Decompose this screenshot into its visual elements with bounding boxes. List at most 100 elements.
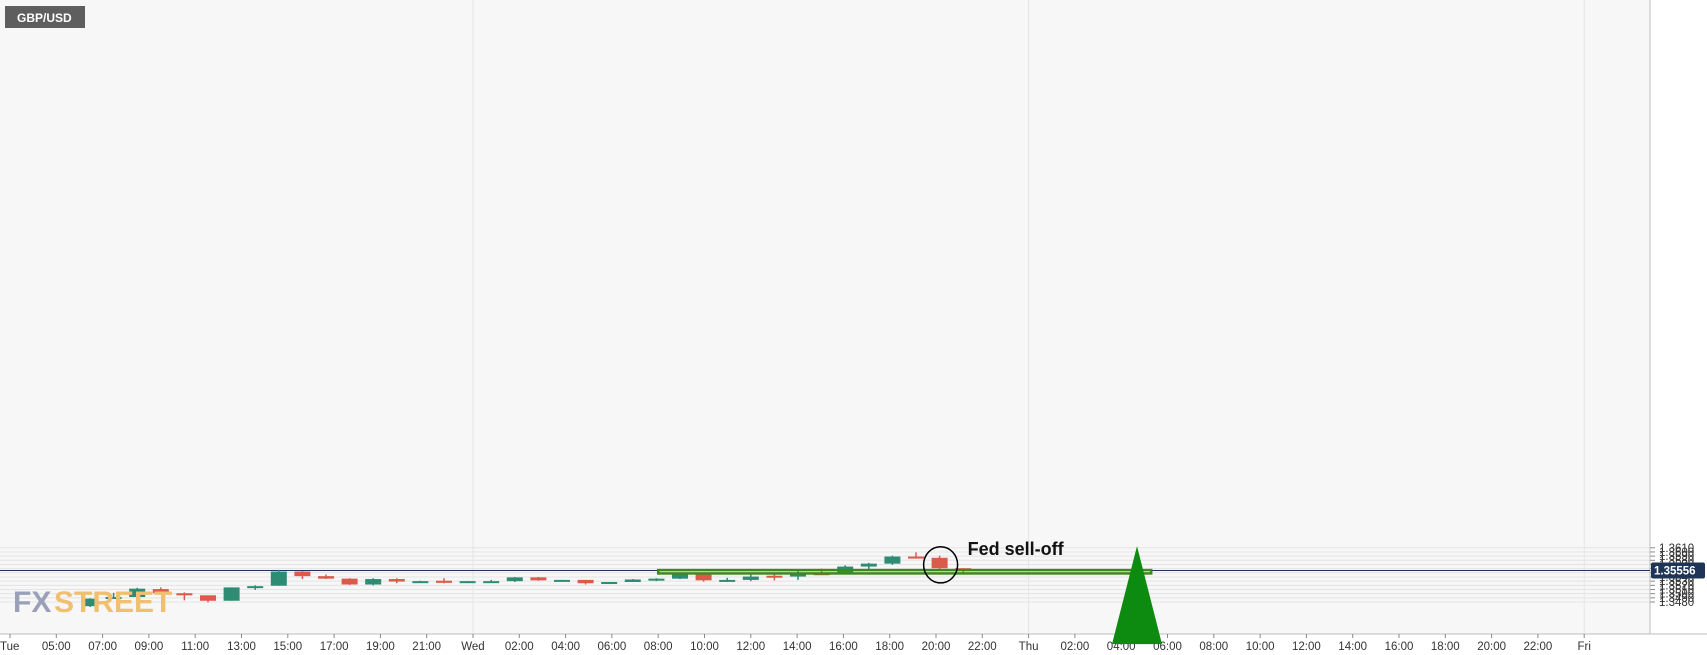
- candle-body: [223, 587, 240, 601]
- candle-body: [742, 576, 759, 580]
- candle-body: [341, 578, 358, 585]
- x-tick-label: 14:00: [1338, 641, 1367, 653]
- candle: [624, 579, 641, 582]
- candle: [554, 579, 570, 582]
- candle-body: [270, 571, 287, 586]
- candle-body: [129, 588, 146, 597]
- x-tick-label: 19:00: [366, 641, 395, 653]
- candle-body: [790, 573, 806, 577]
- x-tick-label: 20:00: [922, 641, 951, 653]
- fxstreet-logo: FX STREET: [13, 586, 172, 619]
- x-tick-label: 07:00: [88, 641, 117, 653]
- fed-selloff-ellipse: [922, 545, 959, 584]
- candle: [152, 587, 169, 594]
- plot-background: [0, 0, 1650, 634]
- candle: [270, 569, 287, 586]
- x-tick-label: 12:00: [1292, 641, 1321, 653]
- x-tick-label: 04:00: [551, 641, 580, 653]
- candle-body: [388, 579, 405, 582]
- y-tick-label: 1.3610: [1659, 543, 1694, 555]
- x-tick-label: 05:00: [42, 641, 71, 653]
- x-tick-label: 10:00: [1246, 641, 1275, 653]
- logo-fx: FX: [13, 586, 51, 619]
- y-tick-label: 1.3490: [1659, 593, 1694, 605]
- candle: [436, 578, 452, 584]
- x-tick-label: 08:00: [644, 641, 673, 653]
- candle-body: [247, 586, 264, 589]
- candle: [341, 578, 358, 585]
- x-tick-label: 02:00: [1061, 641, 1090, 653]
- price-marker-background: [1651, 562, 1705, 579]
- candle: [365, 578, 382, 586]
- x-tick-label: 16:00: [1385, 641, 1414, 653]
- candle-body: [931, 557, 948, 569]
- candle-body: [672, 574, 688, 579]
- candle-body: [506, 577, 523, 582]
- candle-body: [601, 581, 618, 584]
- candle: [294, 571, 311, 580]
- fed-selloff-label: Fed sell-off: [968, 539, 1065, 559]
- candle-body: [152, 589, 169, 594]
- candle-body: [908, 556, 924, 559]
- candle-body: [412, 581, 429, 584]
- candle: [766, 573, 783, 581]
- candle: [412, 580, 429, 584]
- candle-body: [719, 579, 736, 582]
- y-tick-label: 1.3480: [1659, 597, 1694, 609]
- x-tick-label: 20:00: [1477, 641, 1506, 653]
- x-tick-label: 13:00: [227, 641, 256, 653]
- y-tick-label: 1.3530: [1659, 576, 1694, 588]
- logo-street: STREET: [54, 586, 172, 619]
- grid: [0, 0, 1650, 634]
- candle-body: [176, 593, 193, 596]
- candle-body: [577, 579, 594, 584]
- price-marker: 1.35556: [1651, 562, 1705, 579]
- candle: [129, 587, 146, 599]
- up-arrow: [1112, 546, 1162, 645]
- x-tick-label: 16:00: [829, 641, 858, 653]
- y-tick-label: 1.3590: [1659, 551, 1694, 563]
- up-arrow-head: [1112, 546, 1162, 645]
- candle: [719, 577, 736, 582]
- candle-body: [82, 598, 98, 607]
- x-axis: Tue 05:00 07:00 09:00 11:00 13:00 15:00 17:00 19…: [0, 633, 1707, 653]
- candle-body: [365, 579, 382, 585]
- candle-body: [624, 579, 641, 582]
- candle: [860, 562, 877, 570]
- x-tick-label: 09:00: [135, 641, 164, 653]
- x-tick-label: 10:00: [690, 641, 719, 653]
- x-tick-label: 06:00: [598, 641, 627, 653]
- candle-body: [554, 579, 570, 582]
- x-tick-label: 11:00: [181, 641, 209, 653]
- candle: [459, 581, 476, 584]
- candle-body: [318, 576, 334, 579]
- candle-body: [483, 581, 500, 584]
- symbol-badge: GBP/USD: [5, 6, 85, 28]
- candle-body: [530, 577, 547, 581]
- x-tick-label: 14:00: [783, 641, 812, 653]
- support-zone-box: [656, 568, 1153, 575]
- x-tick-label: Wed: [461, 641, 484, 653]
- x-tick-label: Tue: [0, 641, 19, 653]
- x-tick-label: Fri: [1577, 641, 1590, 653]
- candle: [648, 578, 665, 582]
- candle: [388, 578, 405, 584]
- candle: [483, 579, 500, 584]
- candles: [82, 552, 972, 608]
- candle: [105, 592, 122, 599]
- candle-body: [200, 595, 216, 601]
- candle-body: [860, 563, 877, 567]
- candle-body: [436, 580, 452, 583]
- candle: [247, 585, 264, 590]
- candle: [695, 573, 712, 582]
- candle-body: [648, 578, 665, 581]
- candle: [506, 576, 523, 582]
- candle: [908, 552, 924, 559]
- y-tick-label: 1.3600: [1659, 547, 1694, 559]
- candle: [790, 569, 806, 580]
- x-tick-label: 08:00: [1199, 641, 1228, 653]
- candle: [577, 579, 594, 585]
- x-tick-label: 12:00: [736, 641, 765, 653]
